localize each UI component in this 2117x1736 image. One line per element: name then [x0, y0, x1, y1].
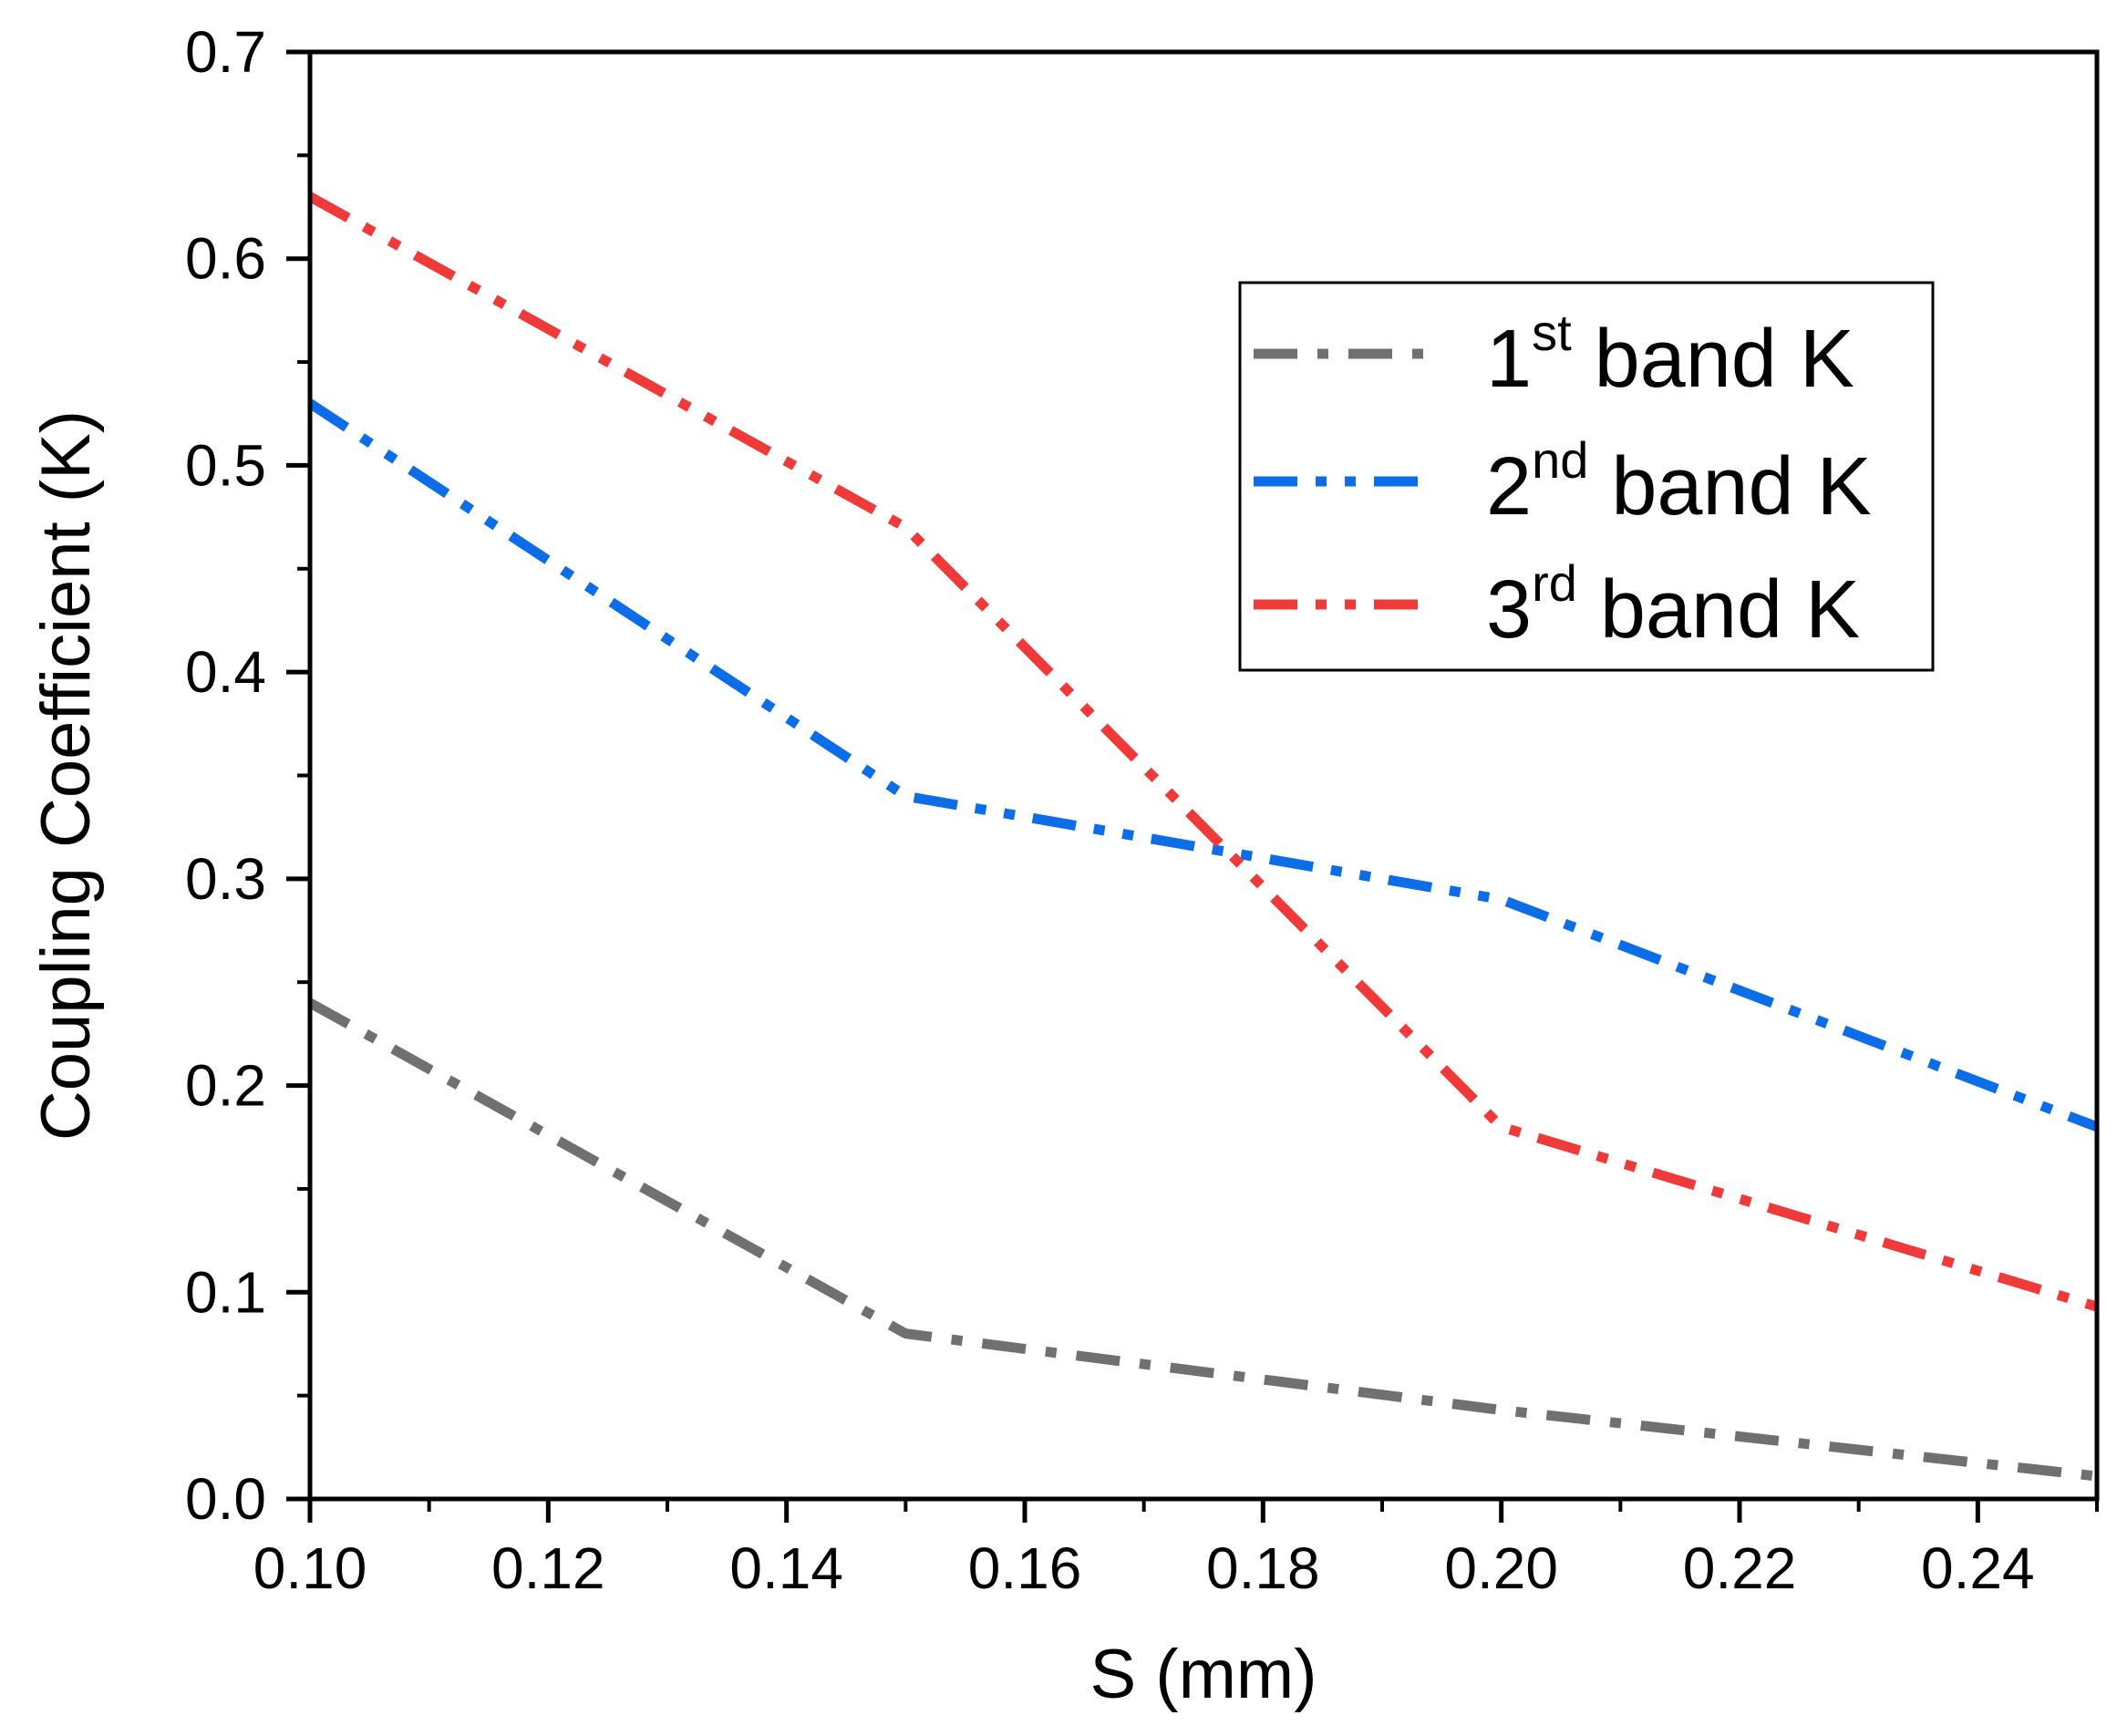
- legend: 1st band K 2nd band K 3rd band K: [1238, 281, 1935, 672]
- y-tick-label: 0.7: [185, 19, 266, 85]
- x-tick-label: 0.12: [491, 1535, 605, 1601]
- y-tick-label: 0.4: [185, 639, 266, 705]
- axis-ticks: [286, 49, 2099, 1523]
- x-tick-label: 0.22: [1683, 1535, 1797, 1601]
- legend-label-2: 2nd band K: [1486, 431, 1872, 532]
- x-tick-label: 0.10: [253, 1535, 367, 1601]
- y-tick-label: 0.1: [185, 1259, 266, 1325]
- legend-label-3: 3rd band K: [1486, 554, 1860, 656]
- x-axis-title: S (mm): [1089, 1636, 1317, 1713]
- x-tick-label: 0.14: [729, 1535, 843, 1601]
- plot-frame: [307, 49, 2100, 1502]
- x-tick-label: 0.20: [1444, 1535, 1558, 1601]
- y-tick-label: 0.2: [185, 1053, 266, 1119]
- legend-label-1: 1st band K: [1486, 304, 1854, 405]
- y-tick-label: 0.3: [185, 846, 266, 912]
- tick-labels: 0.10 0.12 0.14 0.16 0.18 0.20 0.22 0.24 0.0 0.1 0.…: [185, 19, 2035, 1601]
- series-line-2: [306, 398, 2099, 1132]
- y-tick-label: 0.6: [185, 226, 266, 292]
- y-tick-label: 0.0: [185, 1466, 266, 1532]
- x-tick-label: 0.24: [1921, 1535, 2035, 1601]
- x-tick-label: 0.18: [1206, 1535, 1320, 1601]
- y-axis-title: Coupling Coefficient (K): [27, 410, 105, 1141]
- y-tick-label: 0.5: [185, 432, 266, 498]
- series-line-1: [307, 998, 2098, 1482]
- series-lines: [306, 191, 2099, 1482]
- series-line-3: [307, 191, 2099, 1312]
- x-tick-label: 0.16: [968, 1535, 1082, 1601]
